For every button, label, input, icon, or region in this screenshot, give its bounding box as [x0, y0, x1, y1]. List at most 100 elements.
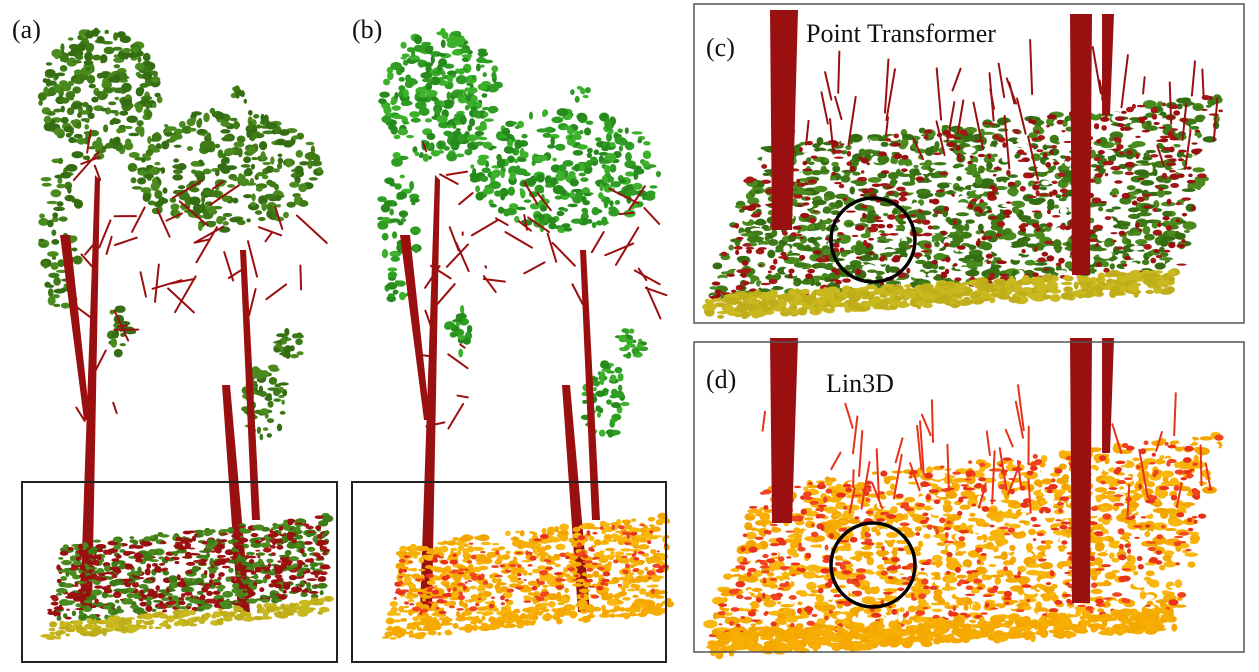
point-cluster [275, 138, 287, 146]
point-cluster [734, 239, 741, 247]
point-cluster [113, 35, 118, 41]
point-cluster [145, 605, 153, 612]
point-cluster [480, 573, 485, 579]
point-cluster [282, 389, 288, 397]
branch [445, 243, 469, 268]
point-cluster [231, 556, 238, 559]
point-cluster [728, 244, 734, 251]
point-cluster [48, 272, 60, 279]
point-cluster [594, 137, 602, 142]
point-cluster [259, 587, 265, 593]
point-cluster [259, 141, 268, 151]
point-cluster [147, 200, 156, 206]
point-cluster [188, 538, 193, 543]
point-cluster [265, 122, 277, 130]
point-cluster [576, 134, 582, 140]
point-cluster [209, 579, 213, 585]
point-cluster [423, 624, 434, 632]
point-cluster [316, 555, 324, 561]
point-cluster [194, 533, 198, 538]
point-cluster [270, 552, 276, 557]
point-cluster [290, 353, 299, 359]
point-cluster [381, 115, 392, 124]
point-cluster [379, 91, 390, 98]
point-cluster [222, 212, 233, 218]
point-cluster [436, 64, 442, 73]
point-cluster [267, 563, 271, 568]
point-cluster [516, 564, 522, 568]
point-cluster [1114, 209, 1126, 218]
point-cluster [464, 568, 469, 571]
point-cluster [269, 544, 276, 549]
point-cluster [126, 115, 138, 123]
point-cluster [75, 121, 82, 129]
point-cluster [94, 585, 104, 589]
point-cluster [155, 143, 162, 149]
point-cluster [450, 138, 457, 147]
point-cluster [229, 217, 241, 223]
point-cluster [185, 552, 189, 557]
point-cluster [924, 147, 934, 156]
point-cluster [1141, 162, 1152, 166]
point-cluster [427, 143, 433, 152]
point-cluster [403, 605, 409, 609]
point-cluster [1135, 239, 1148, 245]
point-cluster [276, 162, 283, 170]
point-cluster [601, 146, 610, 152]
point-cluster [390, 256, 401, 262]
point-cluster [576, 144, 588, 150]
point-cluster [1098, 250, 1113, 259]
point-cluster [609, 374, 617, 383]
point-cluster [93, 561, 100, 566]
point-cluster [191, 565, 200, 573]
point-cluster [413, 34, 423, 45]
point-cluster [183, 591, 193, 596]
branch [523, 214, 528, 231]
point-cluster [572, 195, 583, 204]
point-cluster [578, 588, 591, 594]
point-cluster [1014, 207, 1020, 215]
point-cluster [456, 608, 464, 611]
point-cluster [387, 293, 395, 298]
branch [274, 205, 284, 230]
point-cluster [80, 117, 90, 122]
point-cluster [539, 533, 549, 539]
point-cluster [158, 556, 165, 560]
point-cluster [611, 608, 624, 612]
point-cluster [236, 613, 248, 617]
point-cluster [60, 302, 71, 309]
trunk [400, 235, 430, 420]
point-cluster [603, 533, 613, 541]
point-cluster [299, 584, 303, 588]
point-cluster [547, 144, 556, 149]
point-cluster [286, 535, 294, 541]
point-cluster [620, 548, 633, 552]
point-cluster [840, 252, 848, 258]
point-cluster [1111, 170, 1124, 175]
point-cluster [77, 36, 87, 41]
point-cluster [577, 535, 586, 541]
point-cluster [1101, 261, 1110, 268]
point-cluster [262, 611, 269, 619]
point-cluster [108, 101, 117, 106]
point-cluster [435, 606, 440, 610]
point-cluster [812, 143, 821, 149]
point-cluster [581, 195, 587, 203]
point-cluster [247, 555, 257, 559]
point-cluster [71, 620, 84, 626]
point-cluster [430, 549, 435, 555]
point-cluster [446, 91, 452, 100]
point-cluster [582, 560, 586, 564]
point-cluster [459, 304, 465, 314]
point-cluster [470, 554, 477, 560]
point-cluster [456, 549, 462, 556]
point-cluster [46, 200, 59, 205]
point-cluster [529, 556, 537, 561]
point-cluster [55, 72, 66, 77]
point-cluster [426, 580, 436, 586]
point-cluster [480, 175, 489, 182]
point-cluster [139, 589, 145, 593]
point-cluster [580, 592, 585, 599]
point-cluster [38, 238, 45, 243]
point-cluster [550, 136, 555, 146]
